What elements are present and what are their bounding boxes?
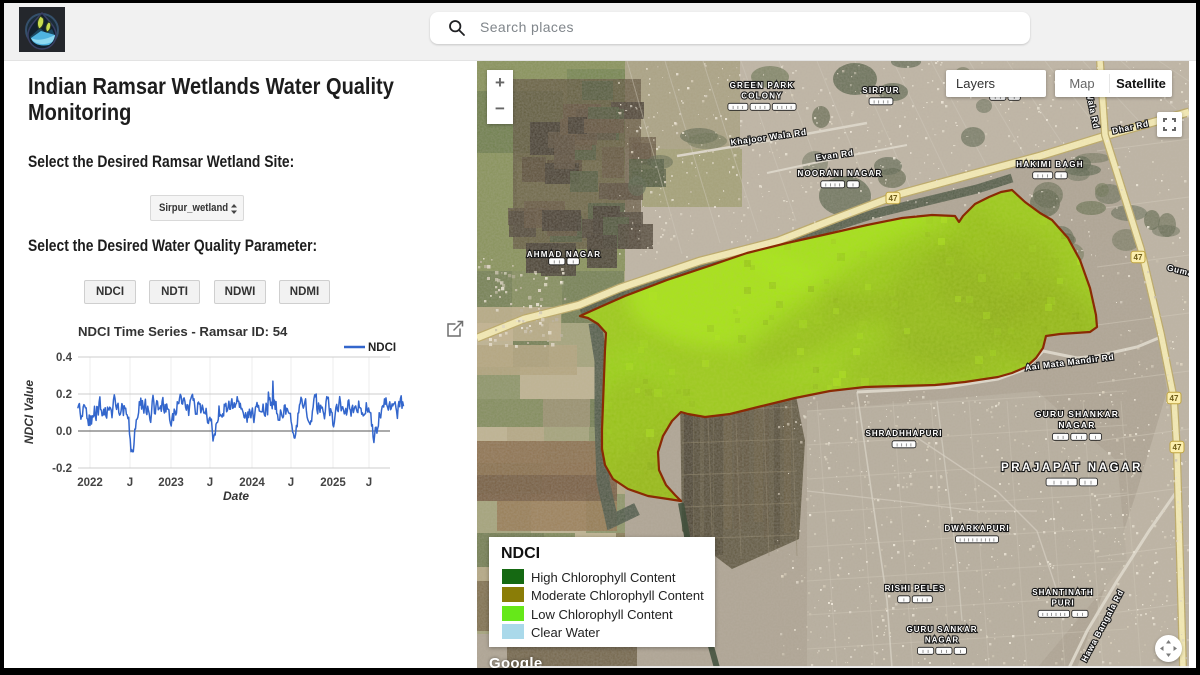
svg-text:J: J	[366, 477, 372, 489]
svg-text:-0.2: -0.2	[52, 463, 72, 475]
svg-text:GREEN PARK: GREEN PARK	[730, 81, 795, 90]
svg-text:SHRADHHAPURI: SHRADHHAPURI	[866, 429, 943, 438]
svg-text:J: J	[127, 477, 133, 489]
svg-text:COLONY: COLONY	[741, 92, 782, 101]
svg-text:2025: 2025	[320, 477, 346, 489]
svg-text:2022: 2022	[77, 477, 103, 489]
svg-text:0.4: 0.4	[56, 352, 73, 364]
svg-text:DWARKAPURI: DWARKAPURI	[944, 524, 1009, 533]
svg-text:GURU SANKAR: GURU SANKAR	[907, 625, 978, 634]
svg-text:0.2: 0.2	[56, 389, 72, 401]
svg-text:NDCI: NDCI	[368, 342, 396, 354]
svg-text:PURI: PURI	[1051, 599, 1074, 608]
svg-text:SIRPUR: SIRPUR	[862, 86, 899, 95]
svg-text:NAGAR: NAGAR	[1058, 420, 1095, 430]
svg-text:RISHI PELES: RISHI PELES	[885, 584, 946, 593]
svg-text:2023: 2023	[158, 477, 184, 489]
svg-text:HAKIMI BAGH: HAKIMI BAGH	[1016, 160, 1083, 169]
svg-text:47: 47	[889, 194, 898, 203]
svg-text:47: 47	[1170, 394, 1179, 403]
svg-text:GURU SHANKAR: GURU SHANKAR	[1035, 409, 1119, 419]
svg-text:NOORANI NAGAR: NOORANI NAGAR	[798, 169, 883, 178]
svg-text:AHMAD NAGAR: AHMAD NAGAR	[527, 250, 602, 259]
svg-text:NDCI Time Series - Ramsar ID:: NDCI Time Series - Ramsar ID: 54	[78, 324, 288, 339]
svg-text:0.0: 0.0	[56, 426, 72, 438]
svg-text:Date: Date	[223, 489, 249, 503]
svg-text:SHANTINATH: SHANTINATH	[1032, 588, 1093, 597]
svg-text:J: J	[288, 477, 294, 489]
svg-text:2024: 2024	[239, 477, 265, 489]
svg-text:47: 47	[1134, 253, 1143, 262]
svg-text:NDCI Value: NDCI Value	[22, 380, 36, 445]
svg-text:J: J	[207, 477, 213, 489]
svg-text:PRAJAPAT NAGAR: PRAJAPAT NAGAR	[1001, 462, 1143, 474]
svg-text:NAGAR: NAGAR	[925, 636, 959, 645]
svg-text:47: 47	[1173, 443, 1182, 452]
